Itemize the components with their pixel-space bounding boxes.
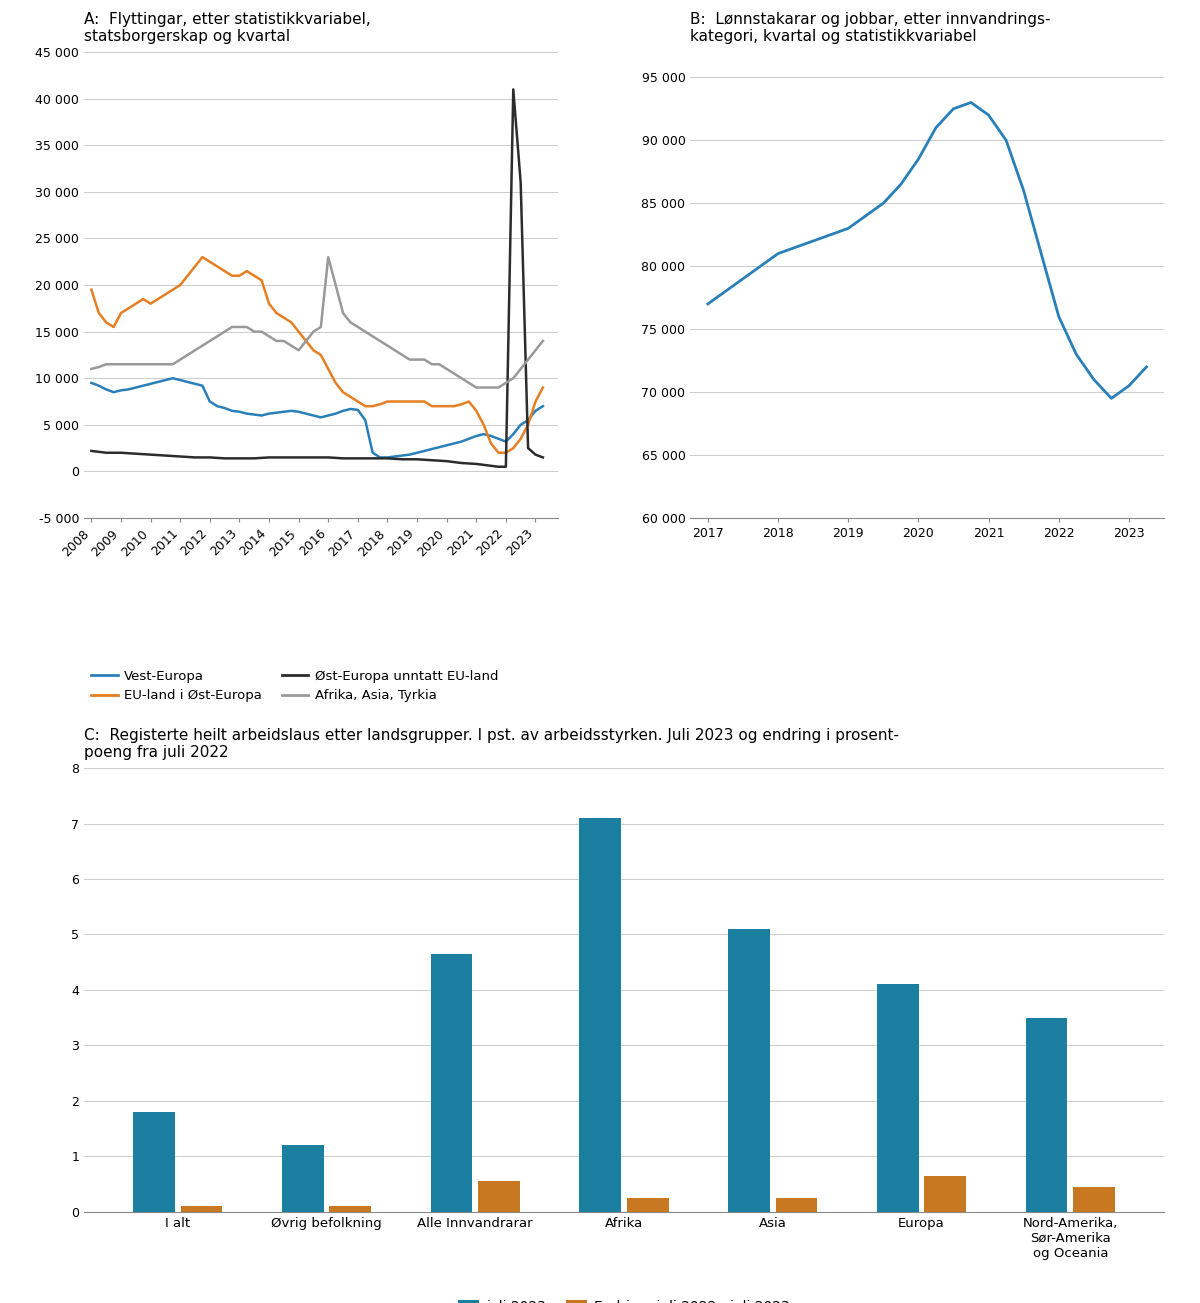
Bar	[1026, 1018, 1067, 1212]
Bar	[580, 818, 622, 1212]
Bar	[431, 954, 473, 1212]
Bar	[775, 1197, 817, 1212]
Bar	[330, 1207, 371, 1212]
Bar	[282, 1145, 324, 1212]
Text: B:  Lønnstakarar og jobbar, etter innvandrings-
kategori, kvartal og statistikkv: B: Lønnstakarar og jobbar, etter innvand…	[690, 12, 1051, 44]
Bar	[924, 1175, 966, 1212]
Bar	[877, 984, 918, 1212]
Legend: juli 2023, Endring, juli 2022 - juli 2023: juli 2023, Endring, juli 2022 - juli 202…	[452, 1294, 796, 1303]
Text: A:  Flyttingar, etter statistikkvariabel,
statsborgerskap og kvartal: A: Flyttingar, etter statistikkvariabel,…	[84, 12, 371, 44]
Bar	[133, 1111, 175, 1212]
Bar	[728, 929, 769, 1212]
Legend: Vest-Europa, EU-land i Øst-Europa, Øst-Europa unntatt EU-land, Afrika, Asia, Tyr: Vest-Europa, EU-land i Øst-Europa, Øst-E…	[86, 665, 504, 708]
Text: C:  Registerte heilt arbeidslaus etter landsgrupper. I pst. av arbeidsstyrken. J: C: Registerte heilt arbeidslaus etter la…	[84, 727, 899, 760]
Bar	[479, 1182, 520, 1212]
Bar	[1073, 1187, 1115, 1212]
Bar	[626, 1197, 668, 1212]
Bar	[181, 1207, 222, 1212]
